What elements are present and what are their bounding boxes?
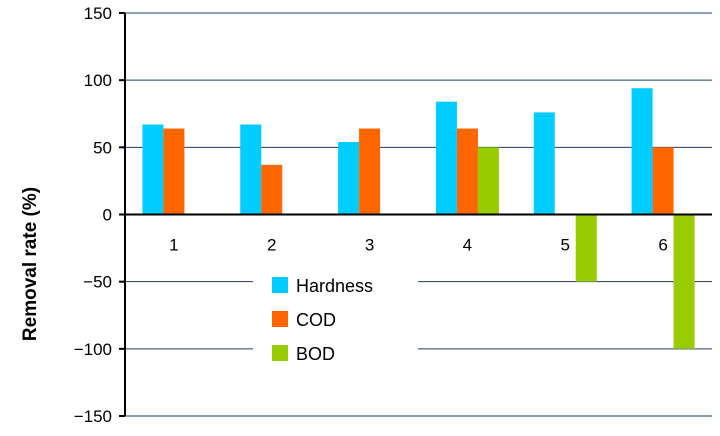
- x-tick-label: 6: [658, 236, 667, 255]
- bar-bod-5: [575, 214, 597, 282]
- y-tick-label: 0: [103, 206, 112, 225]
- legend-label-hardness: Hardness: [296, 276, 373, 296]
- legend-label-bod: BOD: [296, 344, 335, 364]
- axes: [124, 13, 712, 416]
- bar-hardness-3: [338, 141, 360, 215]
- bar-hardness-1: [142, 124, 164, 215]
- bar-hardness-5: [533, 112, 555, 215]
- bar-bod-4: [477, 147, 499, 215]
- legend-swatch-hardness: [272, 277, 288, 293]
- y-tick-label: −100: [74, 340, 112, 359]
- bar-cod-3: [359, 128, 381, 215]
- bar-cod-6: [652, 147, 674, 215]
- bar-cod-1: [163, 128, 185, 215]
- bar-bod-6: [673, 214, 695, 349]
- y-axis-label: Removal rate (%): [20, 187, 41, 341]
- x-tick-label: 2: [267, 236, 276, 255]
- y-tick-label: 100: [84, 71, 112, 90]
- y-tick-label: 50: [93, 138, 112, 157]
- y-tick-labels: 150 100 50 0 −50 −100 −150: [74, 4, 125, 426]
- y-tick-label: −50: [83, 273, 112, 292]
- x-tick-label: 5: [561, 236, 570, 255]
- legend: Hardness COD BOD: [253, 267, 418, 367]
- bar-cod-2: [261, 164, 283, 215]
- bar-hardness-2: [240, 124, 262, 215]
- legend-swatch-cod: [272, 311, 288, 327]
- y-tick-label: −150: [74, 407, 112, 426]
- y-tick-label: 150: [84, 4, 112, 23]
- gridlines: [125, 12, 712, 417]
- legend-swatch-bod: [272, 345, 288, 361]
- x-tick-labels: 1 2 3 4 5 6: [169, 236, 668, 255]
- bars: [142, 88, 695, 349]
- x-tick-label: 1: [169, 236, 178, 255]
- bar-hardness-4: [435, 101, 457, 215]
- x-tick-label: 3: [365, 236, 374, 255]
- bar-cod-4: [456, 128, 478, 215]
- legend-label-cod: COD: [296, 310, 336, 330]
- x-tick-label: 4: [463, 236, 472, 255]
- bar-hardness-6: [631, 88, 653, 215]
